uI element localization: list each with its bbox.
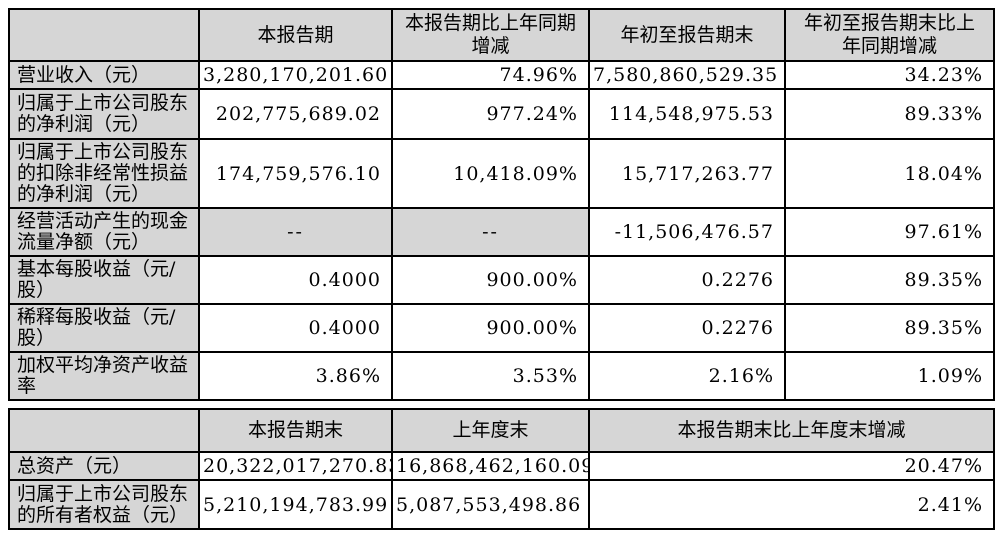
cell-value: 2.16%	[588, 351, 786, 401]
row-label: 基本每股收益（元/ 股）	[8, 255, 200, 305]
cell-value: 97.61%	[784, 207, 995, 257]
cell-value: 10,418.09%	[391, 138, 590, 209]
key-indicators-table: 本报告期 本报告期比上年同期 增减 年初至报告期末 年初至报告期末比上 年同期增…	[8, 8, 995, 401]
cell-value: 34.23%	[784, 60, 995, 90]
cell-value: 174,759,576.10	[198, 138, 393, 209]
table1-header-ytd-vs-prior: 年初至报告期末比上 年同期增减	[784, 8, 995, 62]
cell-value: 7,580,860,529.35	[588, 60, 786, 90]
table2-header-period-end: 本报告期末	[198, 408, 393, 453]
row-weighted-average-roe: 加权平均净资产收益 率 3.86% 3.53% 2.16% 1.09%	[8, 351, 995, 401]
row-label: 归属于上市公司股东 的所有者权益（元）	[8, 479, 200, 530]
cell-value: 2.41%	[587, 479, 996, 530]
table2-corner-cell	[8, 408, 200, 453]
row-total-assets: 总资产（元） 20,322,017,270.83 16,868,462,160.…	[8, 451, 996, 481]
row-net-profit-attributable: 归属于上市公司股东 的净利润（元） 202,775,689.02 977.24%…	[8, 88, 995, 140]
cell-value: 5,210,194,783.99	[198, 479, 393, 530]
balance-indicators-table: 本报告期末 上年度末 本报告期末比上年度末增减 总资产（元） 20,322,01…	[8, 408, 996, 530]
cell-value: 3,280,170,201.60	[198, 60, 393, 90]
cell-value: 18.04%	[784, 138, 995, 209]
row-operating-cash-flow: 经营活动产生的现金 流量净额（元） -- -- -11,506,476.57 9…	[8, 207, 995, 257]
row-diluted-eps: 稀释每股收益（元/ 股） 0.4000 900.00% 0.2276 89.35…	[8, 303, 995, 353]
table1-corner-cell	[8, 8, 200, 62]
cell-value: -11,506,476.57	[588, 207, 786, 257]
table2-header-row: 本报告期末 上年度末 本报告期末比上年度末增减	[8, 408, 996, 453]
cell-value: 89.35%	[784, 255, 995, 305]
table1-header-ytd: 年初至报告期末	[588, 8, 786, 62]
row-label: 总资产（元）	[8, 451, 200, 481]
cell-value: 0.2276	[588, 255, 786, 305]
cell-value: 16,868,462,160.09	[391, 451, 590, 481]
cell-value: 114,548,975.53	[588, 88, 786, 140]
row-label: 经营活动产生的现金 流量净额（元）	[8, 207, 200, 257]
cell-value: 202,775,689.02	[198, 88, 393, 140]
cell-value: 5,087,553,498.86	[391, 479, 590, 530]
row-label: 稀释每股收益（元/ 股）	[8, 303, 200, 353]
table1-header-row: 本报告期 本报告期比上年同期 增减 年初至报告期末 年初至报告期末比上 年同期增…	[8, 8, 995, 62]
row-basic-eps: 基本每股收益（元/ 股） 0.4000 900.00% 0.2276 89.35…	[8, 255, 995, 305]
cell-value: 3.86%	[198, 351, 393, 401]
row-label: 归属于上市公司股东 的净利润（元）	[8, 88, 200, 140]
cell-value: 0.4000	[198, 255, 393, 305]
row-net-profit-deducting-nonrecurring: 归属于上市公司股东 的扣除非经常性损益 的净利润（元） 174,759,576.…	[8, 138, 995, 209]
cell-value: 0.4000	[198, 303, 393, 353]
cell-value: 977.24%	[391, 88, 590, 140]
cell-value: 3.53%	[391, 351, 590, 401]
cell-value: 900.00%	[391, 303, 590, 353]
row-owners-equity: 归属于上市公司股东 的所有者权益（元） 5,210,194,783.99 5,0…	[8, 479, 996, 530]
table2-header-prior-year-end: 上年度末	[391, 408, 590, 453]
cell-value: 74.96%	[391, 60, 590, 90]
cell-value: 89.35%	[784, 303, 995, 353]
cell-value: 20.47%	[587, 451, 996, 481]
row-operating-revenue: 营业收入（元） 3,280,170,201.60 74.96% 7,580,86…	[8, 60, 995, 90]
table2-header-change: 本报告期末比上年度末增减	[587, 408, 996, 453]
cell-value: 20,322,017,270.83	[198, 451, 393, 481]
cell-value: 15,717,263.77	[588, 138, 786, 209]
cell-placeholder: --	[391, 207, 590, 257]
row-label: 归属于上市公司股东 的扣除非经常性损益 的净利润（元）	[8, 138, 200, 209]
table1-header-current-period: 本报告期	[198, 8, 393, 62]
table1-header-current-vs-prior: 本报告期比上年同期 增减	[391, 8, 590, 62]
cell-value: 1.09%	[784, 351, 995, 401]
row-label: 加权平均净资产收益 率	[8, 351, 200, 401]
cell-value: 900.00%	[391, 255, 590, 305]
cell-value: 0.2276	[588, 303, 786, 353]
row-label: 营业收入（元）	[8, 60, 200, 90]
cell-value: 89.33%	[784, 88, 995, 140]
cell-placeholder: --	[198, 207, 393, 257]
